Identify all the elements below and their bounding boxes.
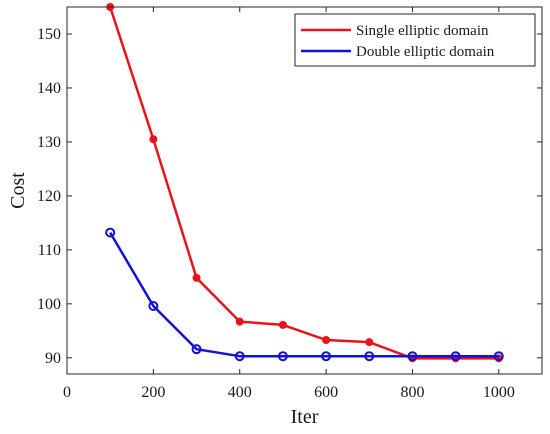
data-point-double <box>191 344 202 355</box>
data-point-double <box>493 351 504 362</box>
y-tick-label: 140 <box>37 80 61 97</box>
data-point-double <box>321 351 332 362</box>
data-point-double <box>105 227 116 238</box>
data-point-single <box>192 273 201 282</box>
y-tick-label: 90 <box>45 350 61 367</box>
data-point-single <box>278 320 287 329</box>
y-axis-title: Cost <box>7 172 29 209</box>
data-point-single <box>149 135 158 144</box>
data-point-single <box>365 338 374 347</box>
series-line-double <box>109 231 499 358</box>
data-point-single <box>235 317 244 326</box>
plot-frame <box>66 6 543 375</box>
y-tick-label: 150 <box>37 26 61 43</box>
x-tick-label: 600 <box>314 384 338 401</box>
y-tick-label: 120 <box>37 188 61 205</box>
data-point-double <box>450 351 461 362</box>
y-tick-label: 110 <box>38 242 61 259</box>
x-tick-label: 1000 <box>483 384 515 401</box>
x-tick-label: 0 <box>63 384 71 401</box>
x-tick-label: 200 <box>141 384 165 401</box>
plot-background <box>67 7 542 374</box>
series-layer <box>105 3 504 363</box>
x-axis-title: Iter <box>291 406 319 428</box>
legend-box <box>294 13 536 67</box>
legend-label-single: Single elliptic domain <box>356 23 489 39</box>
legend-label-double: Double elliptic domain <box>356 44 495 60</box>
x-tick-label: 800 <box>400 384 424 401</box>
data-point-double <box>234 351 245 362</box>
data-point-double <box>277 351 288 362</box>
data-point-double <box>407 351 418 362</box>
x-axis: 0 200 400 600 800 1000 <box>63 7 515 401</box>
y-tick-label: 100 <box>37 296 61 313</box>
data-point-double <box>148 300 159 311</box>
data-point-double <box>364 351 375 362</box>
y-axis: 90 100 110 120 130 140 150 <box>37 26 542 367</box>
legend: Single elliptic domain Double elliptic d… <box>294 13 536 67</box>
series-line-single <box>108 6 499 360</box>
x-tick-label: 400 <box>228 384 252 401</box>
data-point-single <box>322 335 331 344</box>
y-tick-label: 130 <box>37 134 61 151</box>
